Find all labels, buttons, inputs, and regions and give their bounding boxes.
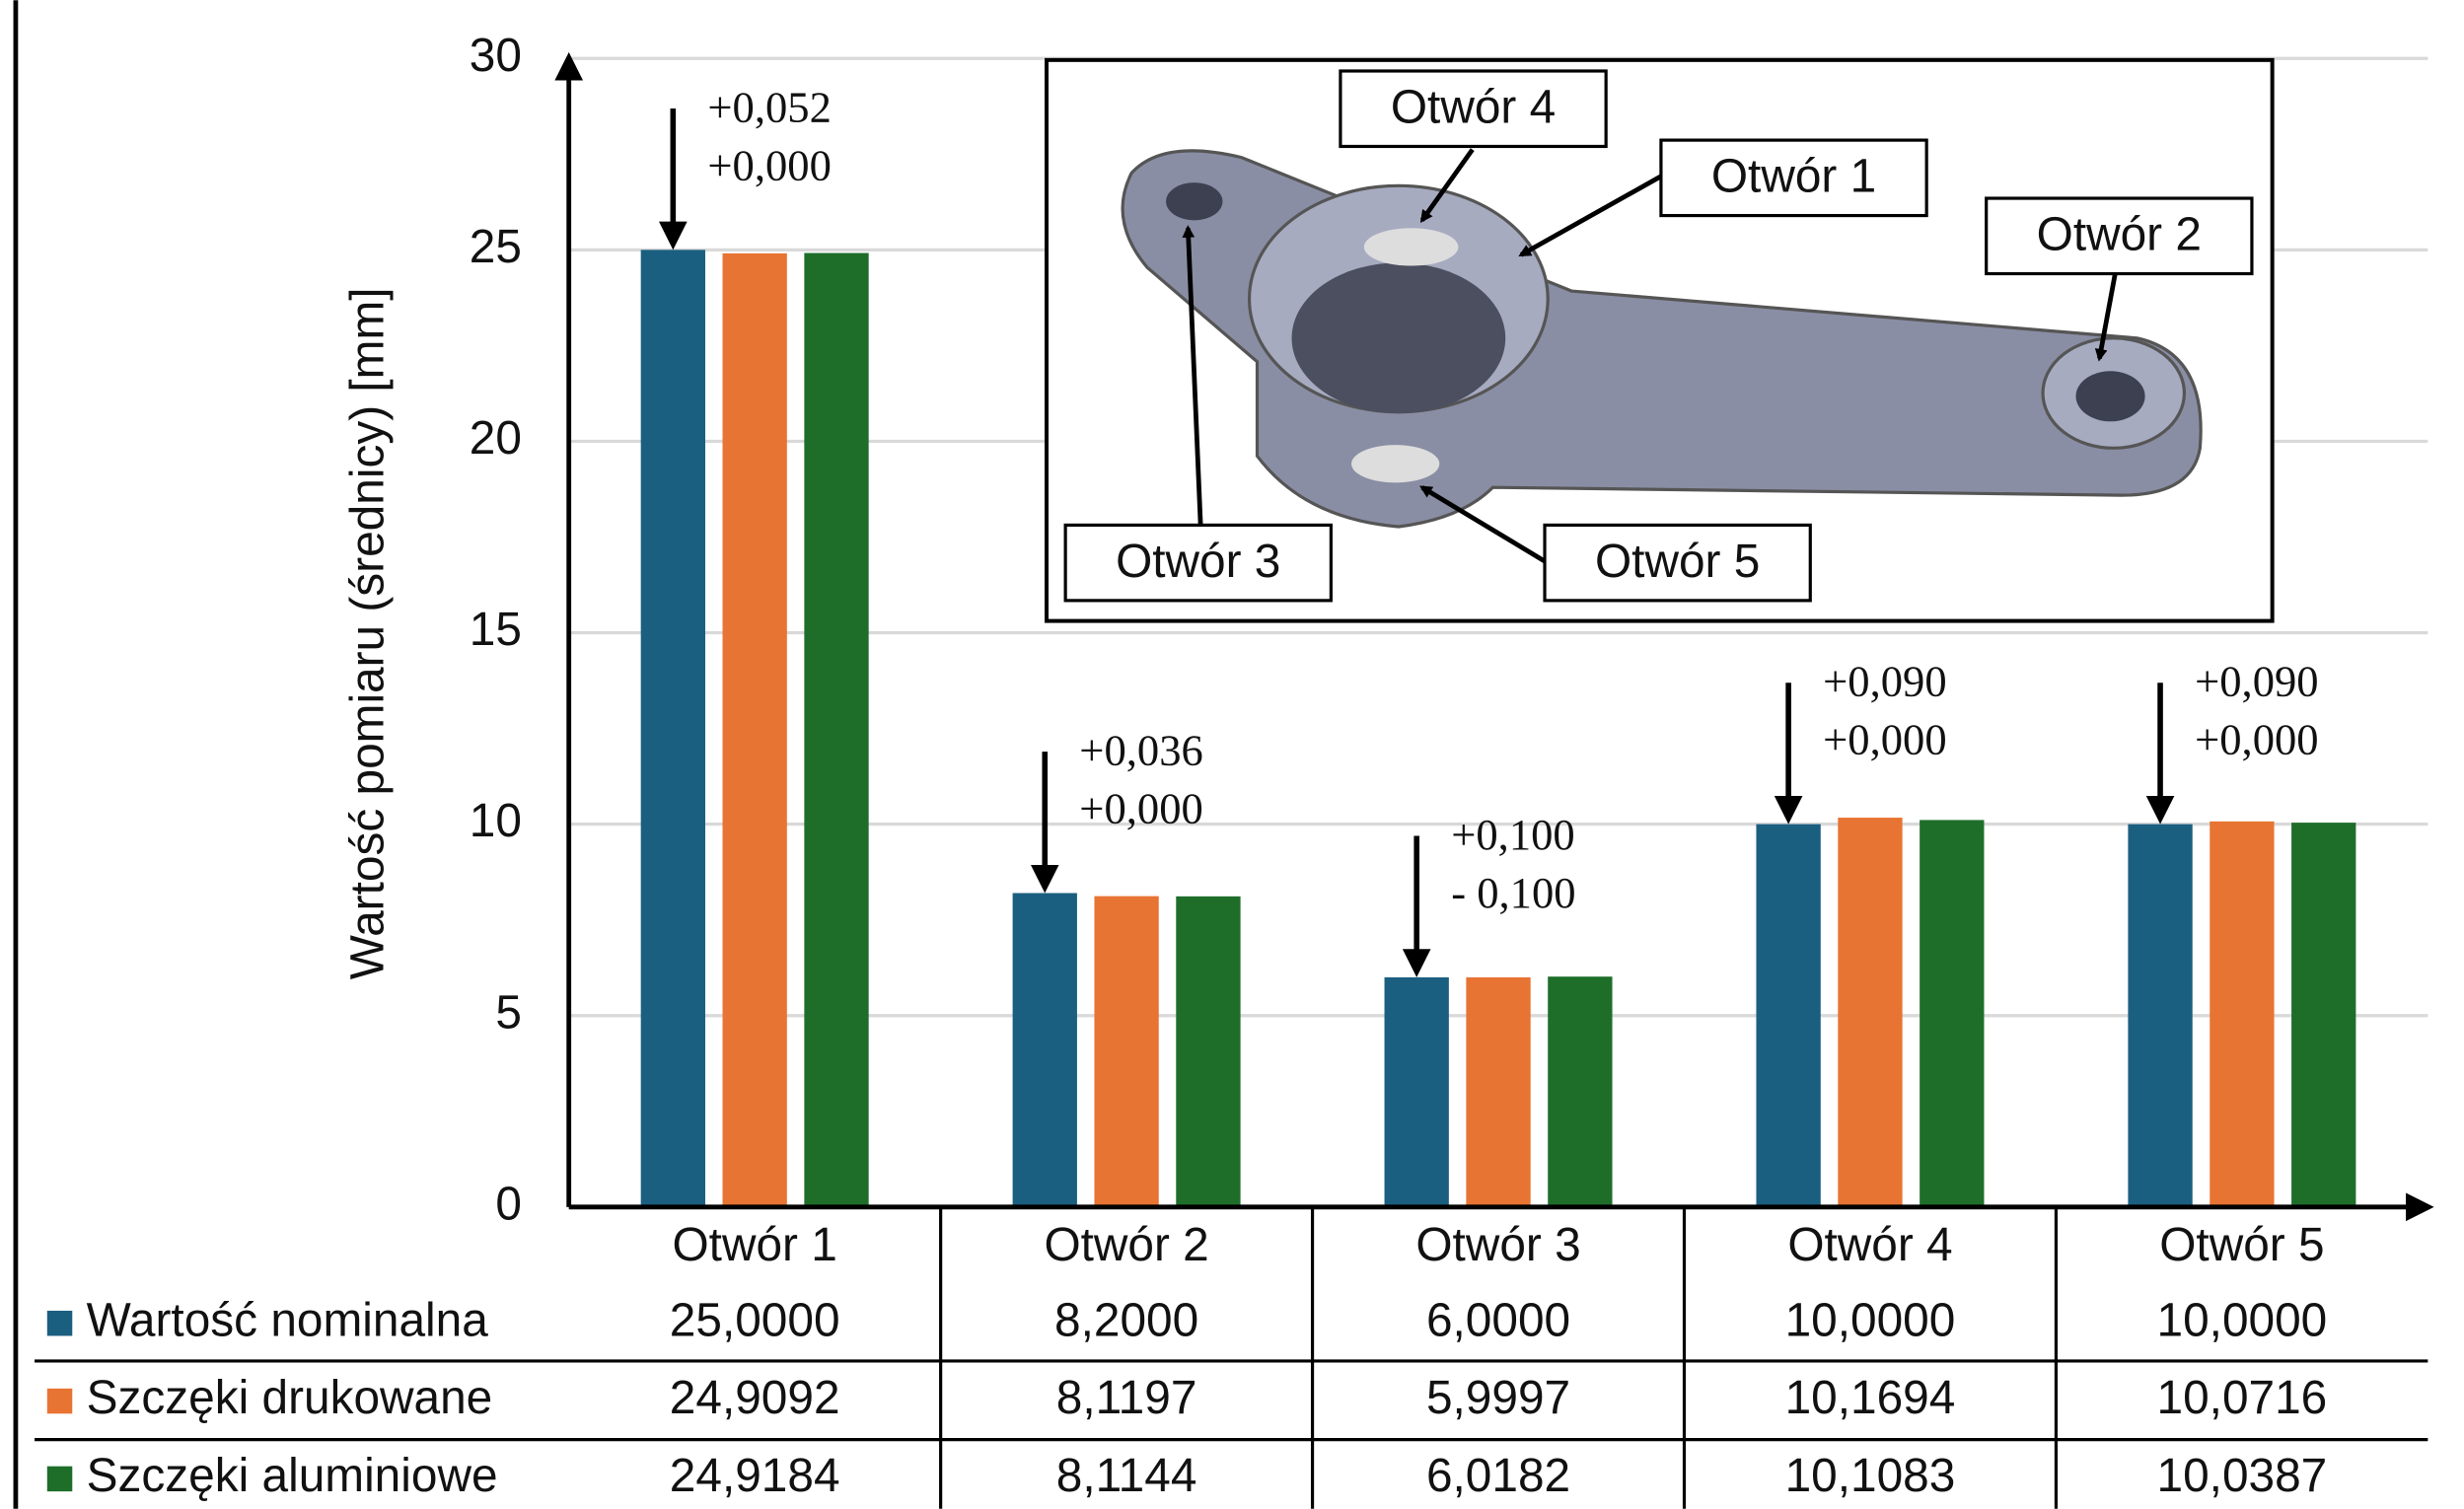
table-value: 6,0000 (1426, 1294, 1570, 1346)
inset-label: Otwór 1 (1711, 151, 1876, 203)
legend-swatch (47, 1467, 72, 1491)
legend-swatch (47, 1389, 72, 1413)
legend-label: Wartość nominalna (87, 1294, 489, 1346)
x-tick-label: Otwór 3 (1415, 1219, 1580, 1271)
tolerance-lower: +0,000 (2195, 715, 2318, 764)
tolerance-upper: +0,090 (2195, 657, 2318, 706)
tolerance-upper: +0,036 (1079, 726, 1203, 775)
inset-label: Otwór 2 (2037, 208, 2202, 260)
bar (1838, 818, 1902, 1207)
bar (641, 250, 705, 1206)
inset-figure: Otwór 4 Otwór 1 Otwór 2 Otwór 3 Otwór 5 (1047, 60, 2273, 621)
bar (2291, 823, 2355, 1207)
tolerance-lower: - 0,100 (1451, 868, 1575, 917)
table-value: 10,0716 (2157, 1372, 2328, 1424)
y-tick-label: 5 (495, 986, 522, 1039)
table-value: 10,1694 (1785, 1372, 1956, 1424)
bar (2128, 825, 2192, 1207)
bar (1385, 977, 1449, 1207)
inset-label: Otwór 3 (1116, 536, 1280, 588)
bar (723, 253, 787, 1207)
y-tick-label: 15 (470, 604, 522, 656)
y-tick-label: 20 (470, 412, 522, 465)
bar (1094, 897, 1158, 1207)
table-value: 8,2000 (1054, 1294, 1198, 1346)
tolerance-lower: +0,000 (1079, 783, 1203, 832)
tolerance-upper: +0,090 (1823, 657, 1947, 706)
y-tick-label: 10 (470, 795, 522, 847)
legend-label: Szczęki drukowane (87, 1372, 493, 1424)
table-value: 25,0000 (670, 1294, 840, 1346)
x-tick-label: Otwór 5 (2159, 1219, 2324, 1271)
x-tick-label: Otwór 4 (1787, 1219, 1952, 1271)
table-value: 8,1197 (1056, 1372, 1197, 1424)
table-value: 5,9997 (1426, 1372, 1570, 1424)
y-tick-label: 0 (495, 1178, 522, 1230)
bar (1466, 977, 1530, 1207)
bar (1176, 897, 1240, 1207)
table-value: 10,1083 (1785, 1450, 1956, 1502)
tolerance-lower: +0,000 (1823, 715, 1947, 764)
tolerance-upper: +0,052 (707, 82, 832, 131)
y-tick-label: 30 (470, 30, 522, 82)
x-tick-label: Otwór 2 (1044, 1219, 1208, 1271)
tolerance-lower: +0,000 (707, 140, 832, 189)
table-value: 8,1144 (1056, 1450, 1197, 1502)
table-value: 6,0182 (1426, 1450, 1570, 1502)
chart: Wartość pomiaru (średnicy) [mm] 0 5 10 15 20… (0, 0, 2464, 1509)
table-value: 10,0000 (2157, 1294, 2328, 1346)
table-value: 24,9092 (670, 1372, 840, 1424)
data-table: Otwór 1 Otwór 2 Otwór 3 Otwór 4 Otwór 5 Warto… (35, 1207, 2428, 1509)
page: Wartość pomiaru (średnicy) [mm] 0 5 10 15 20… (0, 0, 2464, 1509)
table-value: 10,0000 (1785, 1294, 1956, 1346)
bar (1756, 825, 1820, 1207)
legend-label: Szczęki aluminiowe (87, 1450, 498, 1502)
bar (1920, 820, 1984, 1206)
legend-swatch (47, 1311, 72, 1335)
y-axis-label: Wartość pomiaru (średnicy) [mm] (342, 287, 395, 979)
tolerance-upper: +0,100 (1451, 810, 1575, 859)
x-tick-label: Otwór 1 (673, 1219, 837, 1271)
y-tick-label: 25 (470, 221, 522, 273)
bar (804, 253, 868, 1207)
bar (1013, 894, 1077, 1207)
inset-label: Otwór 4 (1391, 81, 1556, 133)
bar (1548, 976, 1612, 1207)
bar (2210, 822, 2274, 1207)
table-value: 10,0387 (2157, 1450, 2328, 1502)
inset-label: Otwór 5 (1595, 536, 1760, 588)
table-value: 24,9184 (670, 1450, 840, 1502)
